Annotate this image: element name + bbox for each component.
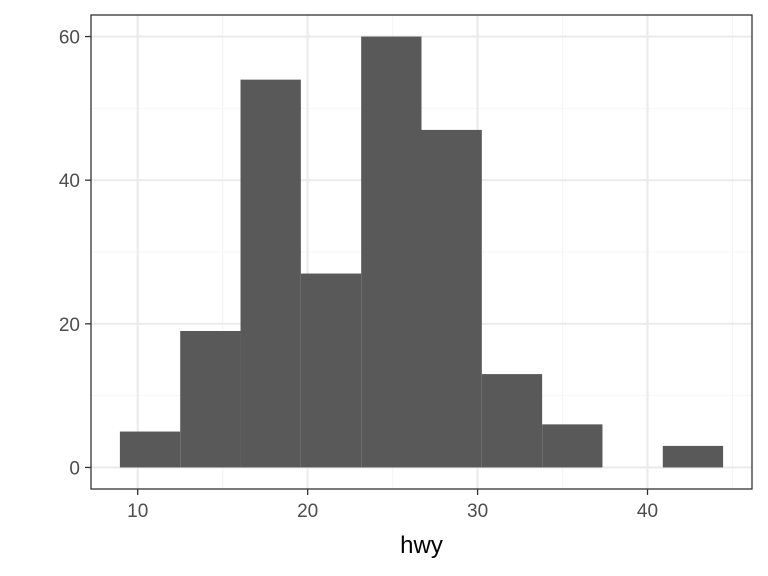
histogram-bar [481, 374, 543, 468]
y-tick-label: 0 [69, 458, 80, 479]
histogram-bar [119, 431, 181, 468]
panel-border [90, 14, 753, 490]
histogram-bar [240, 79, 301, 468]
axis-ticks: 10 20 30 40 0 20 40 60 [59, 28, 658, 522]
y-tick-label: 60 [59, 28, 80, 49]
histogram-bar [361, 36, 422, 468]
x-tick-label: 10 [127, 501, 148, 522]
x-tick-label: 30 [467, 501, 488, 522]
histogram-bar [662, 445, 724, 468]
histogram-bar [300, 273, 362, 468]
x-tick-label: 20 [297, 501, 318, 522]
y-tick-label: 20 [59, 315, 80, 336]
histogram-bars [119, 36, 724, 468]
histogram-bar [180, 331, 241, 468]
x-axis-title: hwy [400, 532, 443, 559]
histogram-bar [542, 424, 603, 468]
y-tick-label: 40 [59, 171, 80, 192]
histogram-bar [421, 129, 482, 468]
x-tick-label: 40 [637, 501, 658, 522]
